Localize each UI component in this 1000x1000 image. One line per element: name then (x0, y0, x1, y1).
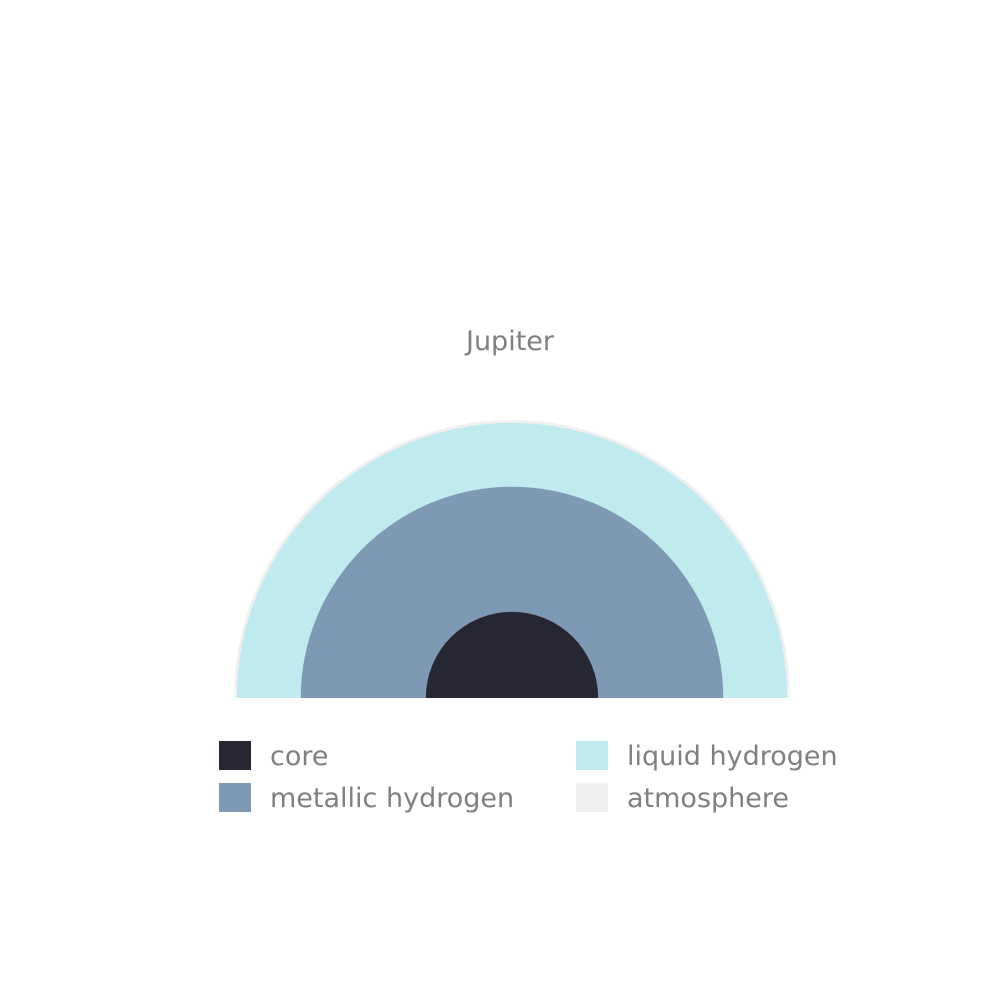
legend: core metallic hydrogen liquid hydrogen a… (219, 741, 838, 814)
legend-item-metallic-hydrogen: metallic hydrogen (219, 783, 514, 814)
legend-swatch-metallic-hydrogen (219, 783, 251, 812)
diagram-title: Jupiter (464, 326, 555, 357)
legend-swatch-core (219, 741, 251, 770)
legend-label-atmosphere: atmosphere (627, 783, 789, 814)
legend-item-liquid-hydrogen: liquid hydrogen (576, 741, 838, 772)
legend-item-core: core (219, 741, 328, 772)
legend-label-metallic-hydrogen: metallic hydrogen (270, 783, 514, 814)
layer-metallic-hydrogen (300, 486, 724, 698)
legend-item-atmosphere: atmosphere (576, 783, 789, 814)
legend-swatch-liquid-hydrogen (576, 741, 608, 770)
planet-layers (234, 420, 790, 698)
layer-core (425, 611, 599, 698)
legend-swatch-atmosphere (576, 783, 608, 812)
legend-label-core: core (270, 741, 328, 772)
legend-label-liquid-hydrogen: liquid hydrogen (627, 741, 838, 772)
